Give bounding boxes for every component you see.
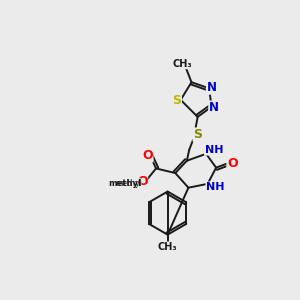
Text: CH₃: CH₃	[172, 59, 192, 69]
Text: S: S	[172, 94, 181, 107]
Text: CH₃: CH₃	[158, 242, 177, 252]
Text: O: O	[137, 175, 148, 188]
Text: NH: NH	[205, 145, 223, 155]
Text: methyl: methyl	[116, 178, 142, 188]
Text: O: O	[142, 149, 153, 162]
Text: N: N	[209, 101, 219, 114]
Text: methyl: methyl	[108, 178, 141, 188]
Text: O: O	[227, 157, 238, 169]
Text: NH: NH	[206, 182, 225, 192]
Text: S: S	[193, 128, 202, 141]
Text: N: N	[206, 81, 217, 94]
